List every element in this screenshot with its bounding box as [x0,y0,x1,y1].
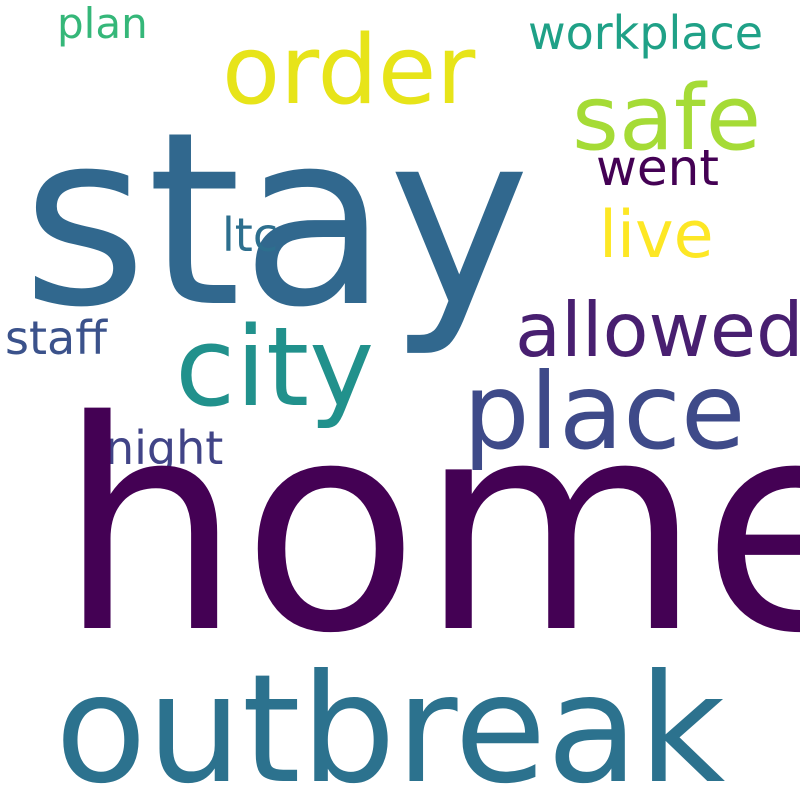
word-home: home [58,360,800,697]
word-city: city [175,303,375,431]
word-safe: safe [572,66,762,171]
word-workplace: workplace [528,6,764,60]
word-went: went [596,139,719,197]
word-stay: stay [22,80,531,360]
word-outbreak: outbreak [55,643,726,800]
word-order: order [222,16,476,126]
word-plan: plan [57,0,148,48]
word-allowed: allowed [515,286,800,374]
word-staff: staff [5,311,107,365]
word-live: live [599,198,714,273]
word-night: night [105,421,224,475]
word-place: place [463,351,746,473]
word-ltc: ltc [222,208,279,262]
